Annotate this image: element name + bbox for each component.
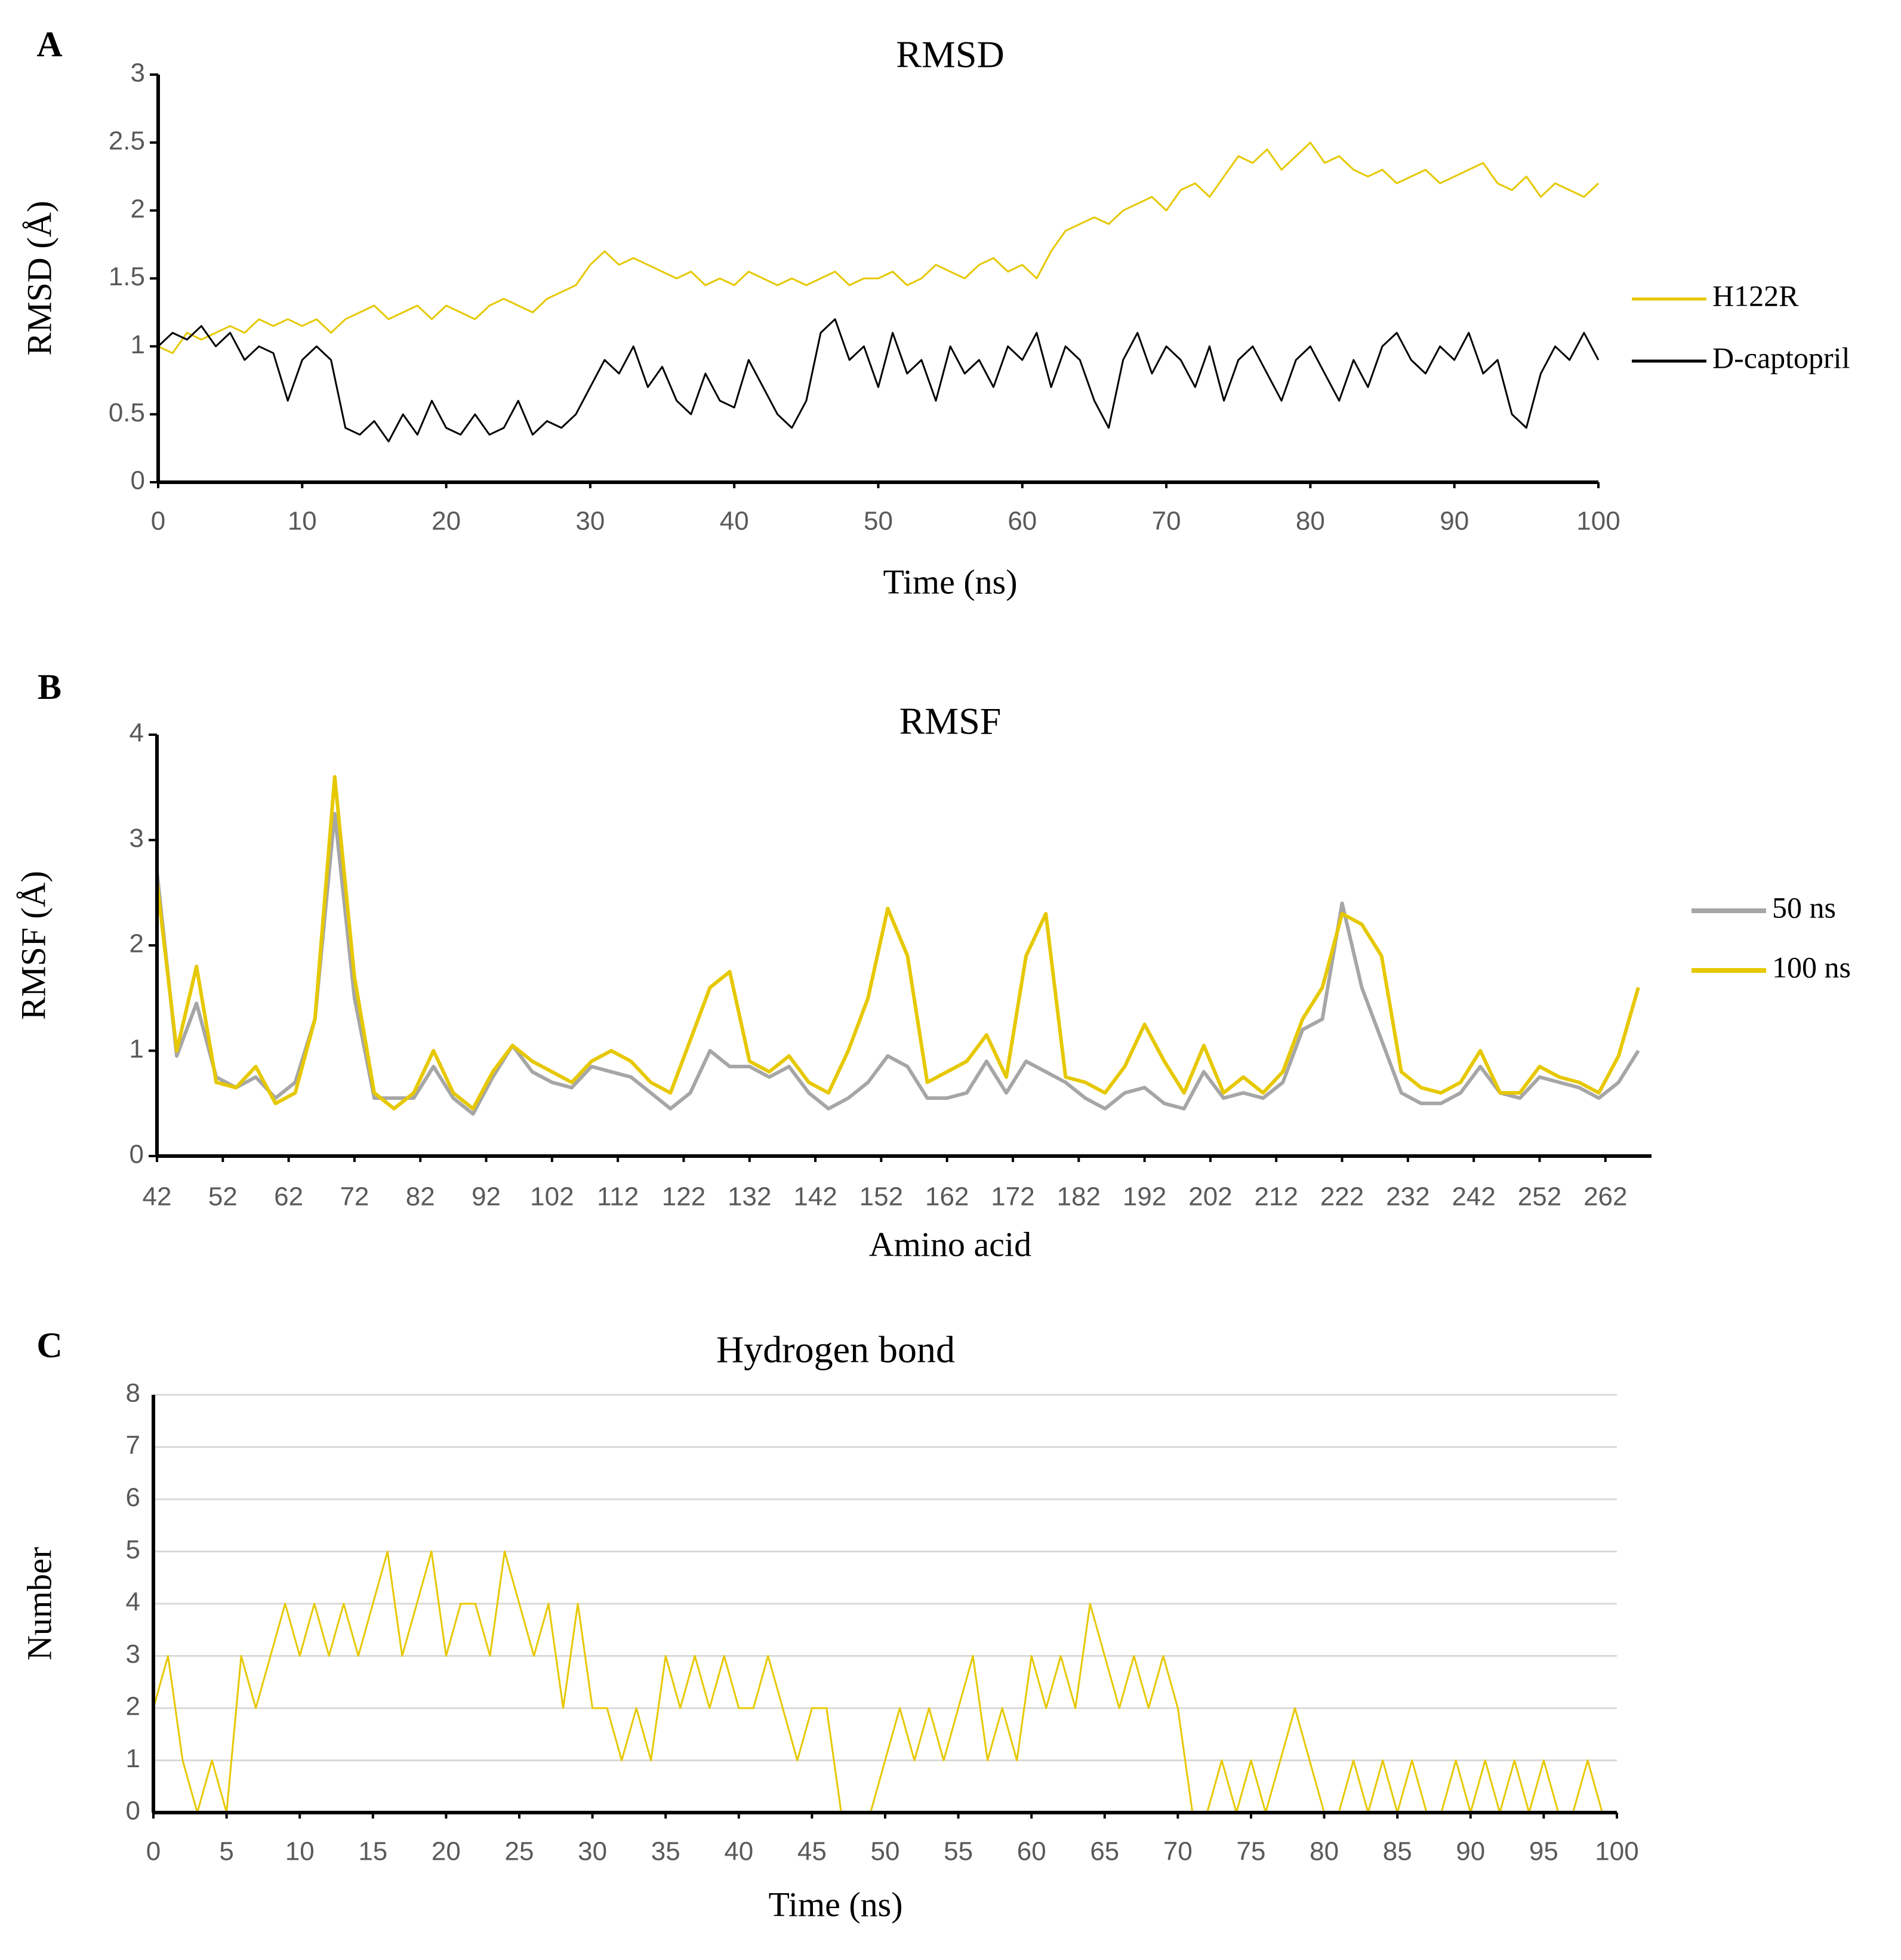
x-tick-label: 75	[1237, 1837, 1266, 1866]
x-tick-label: 70	[1152, 507, 1181, 536]
x-tick-label: 85	[1383, 1837, 1412, 1866]
y-tick-label: 2	[131, 194, 145, 223]
x-tick-label: 252	[1518, 1182, 1561, 1212]
x-tick-label: 45	[797, 1837, 827, 1866]
y-tick-label: 1	[131, 330, 145, 359]
x-tick-label: 90	[1440, 507, 1469, 536]
y-tick-label: 3	[126, 1640, 140, 1669]
y-tick-label: 0	[130, 1140, 144, 1169]
y-axis-title: RMSF (Å)	[14, 871, 53, 1020]
x-tick-label: 182	[1057, 1182, 1101, 1212]
x-tick-label: 50	[864, 507, 893, 536]
x-tick-label: 42	[143, 1182, 172, 1212]
x-tick-label: 102	[530, 1182, 574, 1212]
x-tick-label: 172	[991, 1182, 1034, 1212]
y-axis-title: Number	[20, 1547, 58, 1660]
legend-label: 100 ns	[1772, 950, 1851, 984]
x-tick-label: 10	[288, 507, 317, 536]
x-tick-label: 122	[662, 1182, 705, 1212]
y-tick-label: 6	[126, 1483, 140, 1512]
x-tick-label: 10	[285, 1837, 315, 1866]
y-tick-label: 0	[131, 466, 145, 495]
y-tick-label: 3	[131, 58, 145, 88]
x-tick-label: 65	[1090, 1837, 1119, 1866]
y-tick-label: 4	[130, 719, 144, 748]
x-tick-label: 112	[597, 1182, 639, 1212]
y-tick-label: 1.5	[109, 262, 145, 291]
x-axis-title: Time (ns)	[768, 1885, 902, 1924]
chart-title: RMSD	[896, 33, 1004, 76]
x-tick-label: 20	[432, 1837, 461, 1866]
legend-label: 50 ns	[1772, 890, 1836, 924]
x-tick-label: 82	[406, 1182, 435, 1212]
x-tick-label: 5	[219, 1837, 233, 1866]
x-tick-label: 40	[720, 507, 749, 536]
y-tick-label: 4	[126, 1588, 140, 1617]
x-tick-label: 15	[358, 1837, 387, 1866]
data-line	[155, 775, 1640, 1111]
panel-label: C	[36, 1326, 62, 1365]
x-tick-label: 55	[944, 1837, 973, 1866]
x-tick-label: 20	[432, 507, 461, 536]
x-tick-label: 92	[472, 1182, 501, 1212]
x-tick-label: 232	[1386, 1182, 1429, 1212]
x-tick-label: 30	[578, 1837, 607, 1866]
panel-label: A	[36, 24, 62, 64]
x-tick-label: 30	[575, 507, 605, 536]
x-tick-label: 70	[1163, 1837, 1193, 1866]
data-line	[152, 1551, 1617, 1814]
x-tick-label: 142	[793, 1182, 837, 1212]
x-tick-label: 60	[1008, 507, 1037, 536]
data-line	[155, 812, 1640, 1116]
x-tick-label: 72	[340, 1182, 369, 1212]
x-tick-label: 212	[1255, 1182, 1298, 1212]
panel-label: B	[38, 667, 61, 707]
x-tick-label: 152	[859, 1182, 903, 1212]
x-tick-label: 100	[1595, 1837, 1638, 1866]
x-tick-label: 35	[651, 1837, 680, 1866]
x-tick-label: 132	[728, 1182, 771, 1212]
legend-label: H122R	[1712, 279, 1799, 312]
x-tick-label: 262	[1583, 1182, 1627, 1212]
data-line	[157, 318, 1600, 443]
x-tick-label: 62	[274, 1182, 303, 1212]
y-tick-label: 2	[126, 1692, 140, 1721]
y-tick-label: 2	[130, 929, 144, 959]
x-tick-label: 192	[1123, 1182, 1166, 1212]
x-tick-label: 162	[925, 1182, 969, 1212]
y-tick-label: 3	[130, 824, 144, 853]
y-tick-label: 5	[126, 1535, 140, 1564]
x-tick-label: 202	[1188, 1182, 1232, 1212]
x-tick-label: 50	[871, 1837, 900, 1866]
x-tick-label: 25	[505, 1837, 534, 1866]
x-tick-label: 52	[208, 1182, 238, 1212]
y-tick-label: 1	[130, 1034, 144, 1064]
y-tick-label: 2.5	[109, 126, 145, 155]
y-tick-label: 1	[126, 1744, 140, 1773]
x-tick-label: 80	[1296, 507, 1325, 536]
x-tick-label: 222	[1320, 1182, 1364, 1212]
y-axis-title: RMSD (Å)	[20, 201, 58, 355]
y-tick-label: 0	[126, 1796, 140, 1826]
x-tick-label: 90	[1456, 1837, 1485, 1866]
x-tick-label: 0	[146, 1837, 161, 1866]
chart-title: Hydrogen bond	[716, 1329, 955, 1371]
x-axis-title: Time (ns)	[883, 562, 1017, 601]
chart-title: RMSF	[899, 700, 1002, 742]
y-tick-label: 8	[126, 1379, 140, 1408]
y-tick-label: 7	[126, 1431, 140, 1460]
x-tick-label: 60	[1017, 1837, 1046, 1866]
x-axis-title: Amino acid	[869, 1225, 1031, 1263]
y-tick-label: 0.5	[109, 398, 145, 427]
x-tick-label: 95	[1529, 1837, 1558, 1866]
legend-label: D-captopril	[1712, 341, 1850, 374]
x-tick-label: 242	[1452, 1182, 1495, 1212]
data-line	[158, 141, 1600, 355]
x-tick-label: 80	[1310, 1837, 1339, 1866]
x-tick-label: 100	[1576, 507, 1620, 536]
x-tick-label: 0	[151, 507, 165, 536]
x-tick-label: 40	[724, 1837, 753, 1866]
